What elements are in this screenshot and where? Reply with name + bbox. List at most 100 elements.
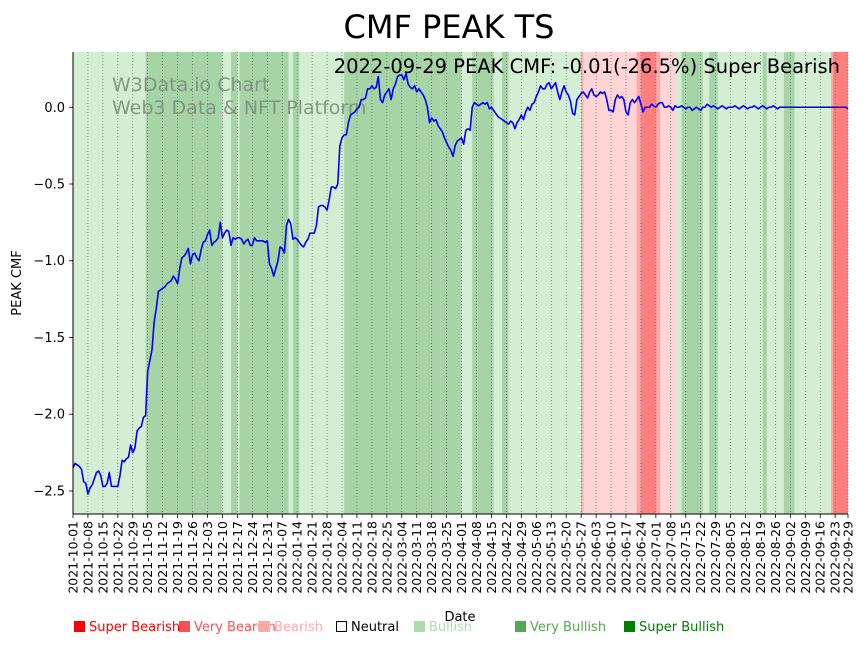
regime-bands <box>73 52 848 514</box>
x-tick-label: 2021-10-01 <box>66 521 81 594</box>
legend-swatch <box>336 621 347 632</box>
legend-item: Super Bullish <box>624 620 724 635</box>
x-tick-label: 2022-04-29 <box>514 521 529 594</box>
regime-band <box>502 52 509 514</box>
regime-band <box>794 52 831 514</box>
y-tick-label: −1.0 <box>33 254 65 269</box>
x-tick-label: 2022-03-25 <box>439 521 454 594</box>
x-tick-label: 2021-12-17 <box>230 521 245 594</box>
x-tick-label: 2021-11-19 <box>170 521 185 594</box>
x-tick-label: 2022-01-28 <box>320 521 335 594</box>
y-ticks: 0.0 −0.5 −1.0 −1.5 −2.0 −2.5 <box>33 101 73 499</box>
x-tick-label: 2021-10-29 <box>125 521 140 594</box>
x-tick-label: 2022-06-24 <box>633 521 648 594</box>
x-tick-label: 2022-02-11 <box>349 521 364 594</box>
legend-label: Bullish <box>429 620 473 635</box>
x-tick-label: 2022-02-25 <box>379 521 394 594</box>
x-tick-label: 2022-02-18 <box>364 521 379 594</box>
x-tick-label: 2021-10-22 <box>110 521 125 594</box>
y-tick-label: −2.5 <box>33 484 65 499</box>
regime-band <box>371 52 441 514</box>
legend-item: Very Bullish <box>515 620 606 635</box>
regime-band <box>655 52 661 514</box>
x-tick-label: 2021-12-31 <box>260 521 275 594</box>
legend-swatch <box>259 621 270 632</box>
regime-band <box>230 52 238 514</box>
regime-band <box>830 52 834 514</box>
x-tick-label: 2022-03-11 <box>409 521 424 594</box>
legend-swatch <box>74 621 85 632</box>
x-tick-label: 2021-11-05 <box>140 521 155 594</box>
x-tick-label: 2022-05-06 <box>529 521 544 594</box>
x-tick-label: 2021-12-24 <box>245 521 260 594</box>
watermark-line-2: Web3 Data & NFT Platform <box>112 97 366 119</box>
x-tick-label: 2022-03-04 <box>394 521 409 594</box>
x-tick-label: 2022-01-14 <box>290 521 305 594</box>
x-tick-label: 2021-10-15 <box>95 521 110 594</box>
x-tick-label: 2022-07-08 <box>663 521 678 594</box>
legend-item: Neutral <box>336 620 399 635</box>
peak-cmf-line <box>72 72 849 495</box>
regime-band <box>675 52 682 514</box>
legend-label: Super Bullish <box>639 620 725 635</box>
regime-band <box>288 52 293 514</box>
legend-label: Super Bearish <box>89 620 181 635</box>
x-tick-label: 2021-11-12 <box>155 521 170 594</box>
legend-swatch <box>515 621 526 632</box>
regime-band <box>640 52 656 514</box>
x-tick-label: 2022-09-16 <box>813 521 828 594</box>
regime-band <box>783 52 795 514</box>
x-tick-label: 2022-04-08 <box>469 521 484 594</box>
y-tick-label: −1.5 <box>33 331 65 346</box>
x-tick-label: 2021-12-10 <box>215 521 230 594</box>
x-tick-label: 2022-01-21 <box>305 521 320 594</box>
x-tick-label: 2022-09-09 <box>798 521 813 594</box>
x-tick-label: 2022-05-27 <box>574 521 589 594</box>
legend-label: Neutral <box>351 620 399 635</box>
x-tick-label: 2022-07-29 <box>708 521 723 594</box>
x-tick-label: 2022-06-10 <box>604 521 619 594</box>
x-tick-label: 2022-01-07 <box>275 521 290 594</box>
legend: Super Bearish Very Bearish Bearish Neutral B… <box>74 620 854 638</box>
regime-band <box>702 52 710 514</box>
x-tick-label: 2022-07-15 <box>678 521 693 594</box>
legend-item: Super Bearish <box>74 620 180 635</box>
x-tick-label: 2022-04-15 <box>484 521 499 594</box>
regime-band <box>299 52 345 514</box>
regime-band <box>493 52 503 514</box>
x-tick-label: 2022-09-29 <box>841 521 856 594</box>
x-tick-label: 2022-03-18 <box>424 521 439 594</box>
chart-title: CMF PEAK TS <box>344 8 555 46</box>
y-tick-label: −0.5 <box>33 178 65 193</box>
regime-band <box>73 52 146 514</box>
regime-band <box>222 52 231 514</box>
x-tick-label: 2021-10-08 <box>80 521 95 594</box>
regime-band <box>292 52 300 514</box>
regime-band <box>660 52 676 514</box>
y-axis-label: PEAK CMF <box>10 250 25 315</box>
regime-band <box>461 52 473 514</box>
regime-band <box>717 52 763 514</box>
regime-band <box>762 52 767 514</box>
regime-band <box>583 52 637 514</box>
x-tick-label: 2022-07-01 <box>648 521 663 594</box>
legend-item: Bullish <box>414 620 472 635</box>
x-tick-label: 2021-12-03 <box>200 521 215 594</box>
regime-band <box>344 52 357 514</box>
x-ticks: 2021-10-01 2021-10-08 2021-10-15 2021-10-22… <box>66 514 856 594</box>
y-tick-label: −2.0 <box>33 408 65 423</box>
x-tick-label: 2022-06-03 <box>589 521 604 594</box>
peak-annotation: 2022-09-29 PEAK CMF: -0.01(-26.5%) Super… <box>334 55 840 78</box>
legend-swatch <box>624 621 635 632</box>
axes <box>72 52 848 515</box>
regime-band <box>237 52 240 514</box>
x-tick-label: 2022-05-20 <box>559 521 574 594</box>
regime-band <box>145 52 223 514</box>
x-tick-label: 2022-02-04 <box>335 521 350 594</box>
regime-band <box>709 52 718 514</box>
x-tick-label: 2022-08-05 <box>723 521 738 594</box>
regime-band <box>681 52 703 514</box>
x-tick-label: 2022-09-23 <box>828 521 843 594</box>
x-tick-label: 2022-04-01 <box>454 521 469 594</box>
